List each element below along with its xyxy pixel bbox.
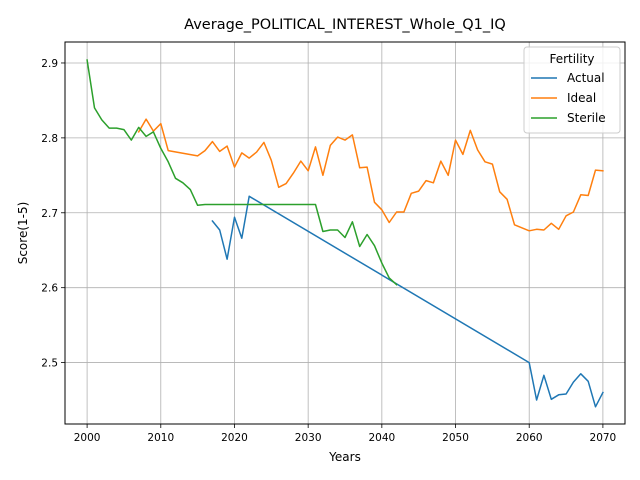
legend-box <box>523 46 621 134</box>
x-tick-label: 2070 <box>590 432 617 444</box>
x-tick-label: 2030 <box>295 432 322 444</box>
y-tick-label: 2.6 <box>41 283 58 295</box>
x-tick-label: 2010 <box>147 432 174 444</box>
legend-title: Fertility <box>549 52 594 66</box>
axis-ticks: 2000 2010 2020 2030 2040 2050 2060 2070 2.5 2.6 2.… <box>41 58 616 444</box>
x-tick-label: 2060 <box>516 432 543 444</box>
plot-frame <box>64 41 626 425</box>
x-tick-label: 2020 <box>221 432 248 444</box>
legend-label-ideal: Ideal <box>567 91 596 105</box>
legend-label-sterile: Sterile <box>567 111 606 125</box>
series-line-actual <box>211 195 604 408</box>
y-tick-label: 2.5 <box>41 358 58 370</box>
y-axis-label: Score(1-5) <box>16 202 30 265</box>
x-tick-label: 2000 <box>74 432 101 444</box>
x-axis-label: Years <box>328 450 361 464</box>
y-tick-label: 2.7 <box>41 208 58 220</box>
x-tick-label: 2050 <box>442 432 469 444</box>
legend: Fertility Actual Ideal Sterile <box>523 46 621 134</box>
legend-label-actual: Actual <box>567 71 605 85</box>
series-line-sterile <box>86 59 398 286</box>
y-tick-label: 2.8 <box>41 133 58 145</box>
legend-entries: Actual Ideal Sterile <box>531 71 606 125</box>
series-line-ideal <box>137 118 604 232</box>
x-tick-label: 2040 <box>368 432 395 444</box>
chart-title: Average_POLITICAL_INTEREST_Whole_Q1_IQ <box>184 17 506 33</box>
plot-lines <box>86 59 604 408</box>
y-tick-label: 2.9 <box>41 58 58 70</box>
